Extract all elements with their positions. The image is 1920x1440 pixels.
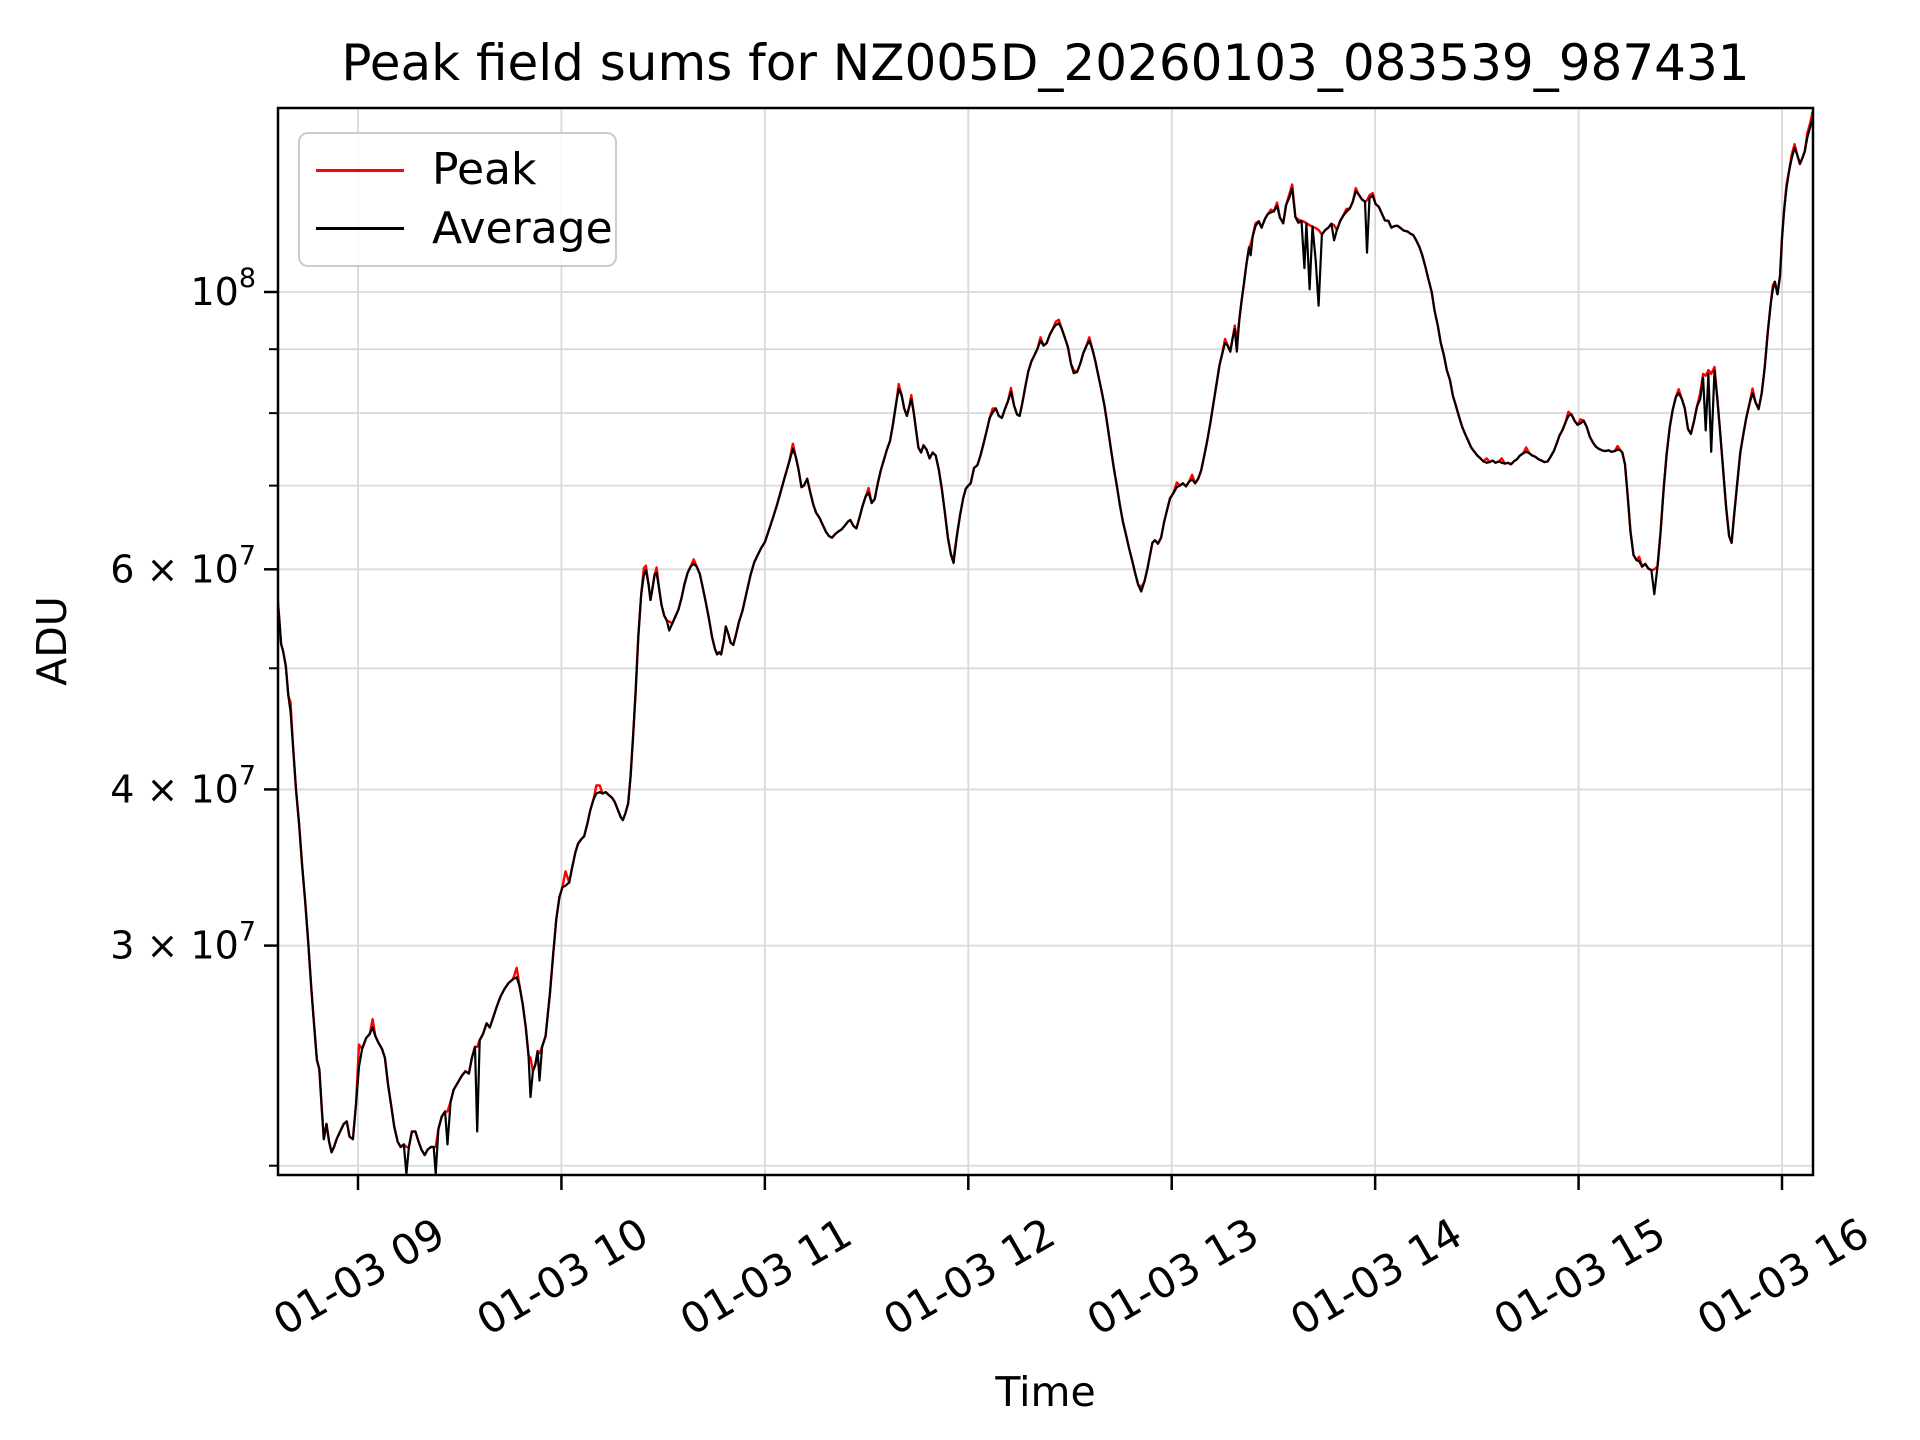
peak-line-sample [316,168,404,172]
x-tick-label: 01-03 15 [1486,1208,1674,1345]
y-tick-label: 3 × 107 [110,917,256,968]
y-tick-label: 6 × 107 [110,540,256,591]
average-series-line [278,118,1813,1175]
axis-ticks [264,290,1784,1190]
chart-title: Peak field sums for NZ005D_20260103_0835… [341,34,1750,92]
gridlines [278,108,1813,1175]
peak-series-line [278,111,1813,1157]
legend-item-peak: Peak [300,148,615,192]
x-tick-label: 01-03 13 [1079,1208,1267,1345]
x-axis-label: Time [995,1368,1096,1416]
x-tick-labels: 01-03 09 01-03 10 01-03 11 01-03 12 01-03 13… [265,1208,1877,1345]
average-line-sample [316,227,404,231]
x-tick-label: 01-03 11 [672,1208,860,1345]
y-tick-labels: 108 6 × 107 4 × 107 3 × 107 [110,263,256,968]
y-axis-label: ADU [28,596,76,686]
x-tick-label: 01-03 12 [875,1208,1063,1345]
y-tick-label: 108 [190,263,256,314]
legend-label-peak: Peak [432,144,537,196]
x-tick-label: 01-03 14 [1282,1208,1470,1345]
legend-label-average: Average [432,202,613,254]
x-tick-label: 01-03 09 [265,1208,453,1345]
series-lines [278,111,1813,1175]
legend-item-average: Average [300,202,615,254]
x-tick-label: 01-03 16 [1689,1208,1877,1345]
y-tick-label: 4 × 107 [110,760,256,811]
legend: Peak Average [298,132,617,267]
x-tick-label: 01-03 10 [468,1208,656,1345]
plot-spines [276,106,1815,1177]
